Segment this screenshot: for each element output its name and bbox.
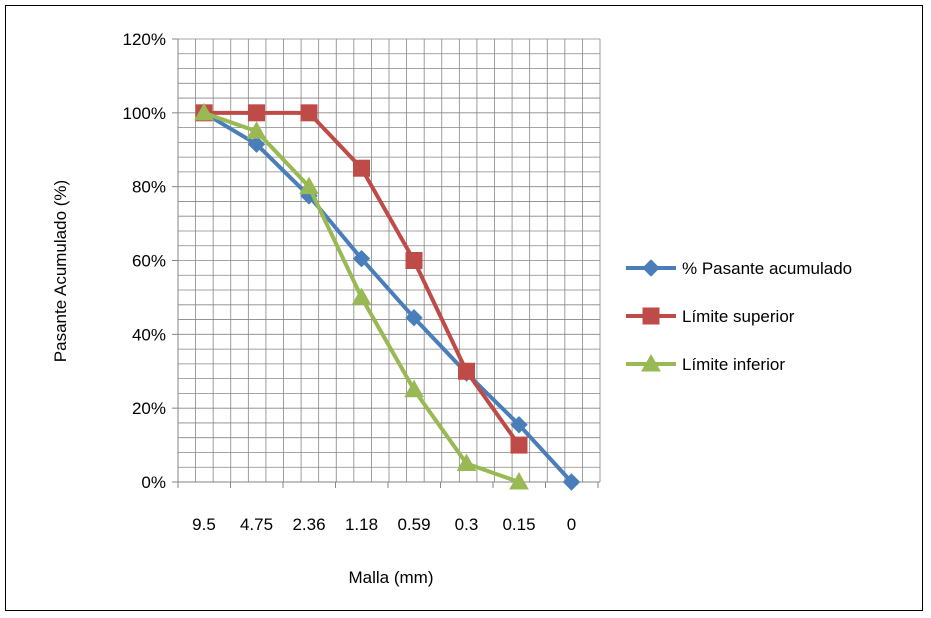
chart-legend: % Pasante acumulado Límite superior Límite… [626,259,852,374]
triangle-marker [404,379,424,398]
triangle-marker [246,121,267,139]
legend-label: % Pasante acumulado [682,259,852,278]
diamond-marker [642,259,660,277]
diamond-marker [405,309,423,327]
legend-item: % Pasante acumulado [626,259,852,278]
square-marker [353,159,370,177]
x-tick-label: 0.59 [397,515,430,534]
x-tick-label: 1.18 [345,515,378,534]
y-tick-label: 0% [141,473,166,492]
y-tick-label: 40% [132,325,166,344]
chart-grid [177,38,601,483]
chart-axes [172,38,600,488]
x-tick-label: 4.75 [240,515,273,534]
y-tick-labels: 0% 20% 40% 60% 80% 100% 120% [123,30,166,492]
triangle-marker [641,353,661,372]
triangle-marker [194,102,214,121]
series-line [202,111,573,484]
x-axis-title: Malla (mm) [349,568,434,587]
series-0 [195,104,581,491]
square-marker [405,252,423,269]
x-tick-labels: 9.5 4.75 2.36 1.18 0.59 0.3 0.15 0 [192,515,576,534]
series-2 [194,102,529,490]
square-marker [248,104,265,122]
chart-frame [5,5,923,611]
y-tick-label: 100% [123,104,166,123]
legend-item: Límite inferior [626,353,785,374]
diamond-marker [562,473,581,491]
diamond-marker [247,135,266,153]
square-marker [458,362,475,380]
square-marker [510,436,528,454]
triangle-marker [509,471,529,490]
triangle-marker [351,287,372,305]
y-tick-label: 120% [123,30,166,49]
y-tick-label: 80% [132,178,166,197]
triangle-marker [456,453,477,472]
y-tick-label: 60% [132,252,166,271]
x-tick-label: 0.3 [455,515,479,534]
chart-series [194,102,581,491]
square-marker [300,104,318,122]
x-tick-label: 0 [567,515,576,534]
x-tick-label: 2.36 [292,515,325,534]
legend-item: Límite superior [626,307,795,326]
legend-label: Límite inferior [682,355,785,374]
triangle-marker [299,176,319,195]
y-axis-title: Pasante Acumulado (%) [51,180,70,362]
x-tick-label: 0.15 [502,515,535,534]
legend-label: Límite superior [682,307,795,326]
series-1 [195,104,528,454]
y-tick-label: 20% [132,399,166,418]
square-marker [642,307,660,325]
diamond-marker [510,416,528,434]
x-tick-label: 9.5 [192,515,216,534]
diamond-marker [352,249,371,268]
